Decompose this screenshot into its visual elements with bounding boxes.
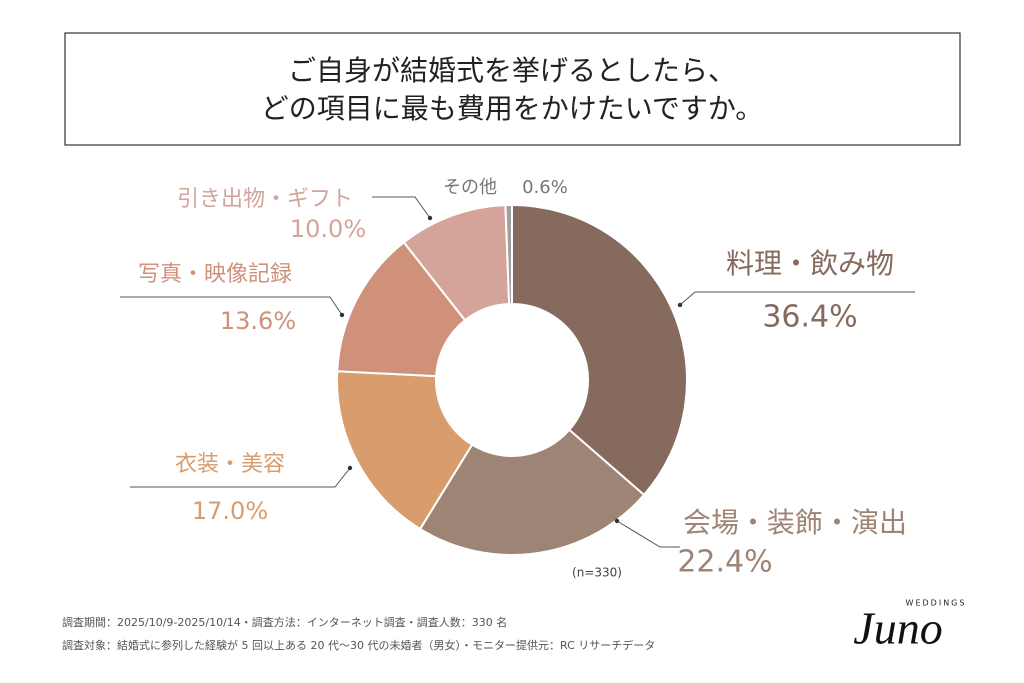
leader-dot bbox=[339, 312, 345, 318]
donut-segment bbox=[336, 240, 467, 378]
value-label: 36.4% bbox=[762, 300, 857, 335]
category-label: 引き出物・ギフト bbox=[177, 187, 353, 212]
category-label: その他 bbox=[443, 177, 497, 198]
category-label: 会場・装飾・演出 bbox=[683, 506, 907, 539]
title-box bbox=[64, 32, 961, 146]
donut-segment bbox=[418, 428, 646, 556]
leader-line bbox=[120, 296, 343, 316]
leader-line bbox=[679, 291, 915, 306]
donut-segment bbox=[504, 203, 513, 306]
logo-sub: WEDDINGS bbox=[906, 599, 967, 608]
category-label: 写真・映像記録 bbox=[138, 262, 292, 287]
value-label: 13.6% bbox=[220, 307, 296, 335]
category-label: 衣装・美容 bbox=[175, 452, 285, 477]
value-label: 0.6% bbox=[522, 177, 568, 198]
value-label: 22.4% bbox=[677, 545, 772, 580]
donut-segment bbox=[336, 370, 474, 531]
value-label: 10.0% bbox=[290, 215, 366, 243]
leader-line bbox=[616, 520, 680, 548]
chart-title: どの項目に最も費用をかけたいですか。 bbox=[261, 92, 764, 125]
footer-text: 調査対象：結婚式に参列した経験が 5 回以上ある 20 代〜30 代の未婚者（男… bbox=[62, 638, 655, 652]
category-label: 料理・飲み物 bbox=[726, 247, 894, 280]
value-label: 17.0% bbox=[192, 497, 268, 525]
leader-dot bbox=[677, 302, 683, 308]
logo: Juno bbox=[853, 603, 942, 654]
leader-dot bbox=[427, 215, 433, 221]
chart-title: ご自身が結婚式を挙げるとしたら、 bbox=[288, 54, 736, 87]
sample-note: (n=330) bbox=[572, 566, 622, 580]
leader-dot bbox=[614, 518, 620, 524]
leader-line bbox=[130, 467, 351, 488]
footer-text: 調査期間：2025/10/9-2025/10/14・調査方法：インターネット調査… bbox=[62, 615, 507, 629]
leader-line bbox=[372, 196, 431, 219]
leader-dot bbox=[347, 465, 353, 471]
donut-segment bbox=[511, 203, 688, 497]
